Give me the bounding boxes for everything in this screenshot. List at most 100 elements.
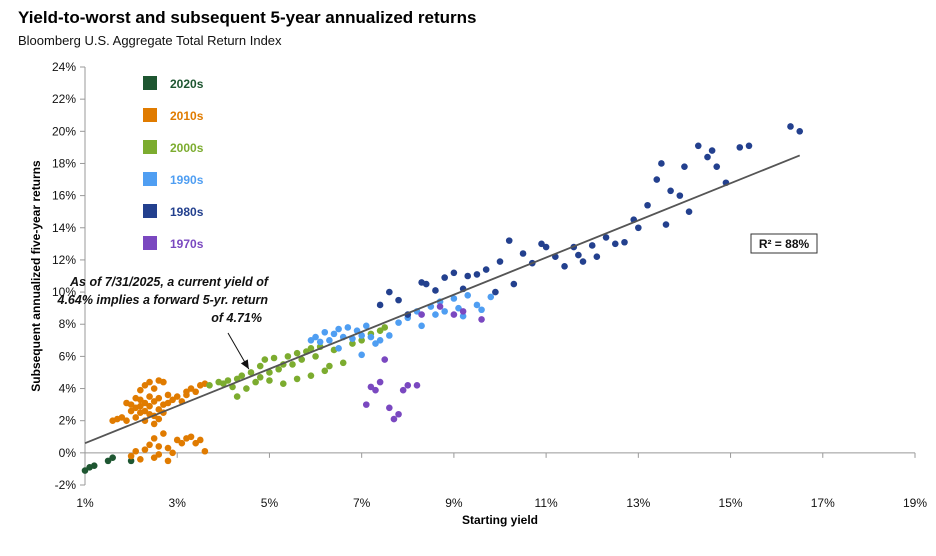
data-point-2010s xyxy=(160,430,167,437)
data-point-2000s xyxy=(307,345,315,352)
data-point-1990s xyxy=(441,308,448,315)
data-point-1980s xyxy=(561,263,568,270)
data-point-1990s xyxy=(418,322,425,330)
data-point-1990s xyxy=(395,319,402,326)
data-point-1980s xyxy=(787,123,794,130)
data-point-2000s xyxy=(381,324,389,331)
data-point-2000s xyxy=(349,340,356,347)
data-point-2000s xyxy=(266,369,273,376)
data-point-1990s xyxy=(372,340,379,347)
data-point-1990s xyxy=(312,333,319,341)
data-point-1980s xyxy=(386,288,393,296)
data-point-2010s xyxy=(164,391,172,399)
trend-line xyxy=(84,154,801,445)
data-point-1990s xyxy=(386,332,393,339)
y-tick-label: 10% xyxy=(52,285,76,299)
data-point-2010s xyxy=(164,399,172,407)
data-point-2010s xyxy=(146,441,153,449)
data-point-2000s xyxy=(252,378,259,386)
data-point-1980s xyxy=(593,253,601,261)
data-point-1990s xyxy=(478,306,485,314)
data-point-2010s xyxy=(141,407,149,415)
y-tick-label: 16% xyxy=(52,189,76,203)
data-point-1980s xyxy=(575,251,582,259)
data-point-1980s xyxy=(676,192,684,199)
data-point-1990s xyxy=(335,325,342,333)
data-point-1980s xyxy=(441,274,448,281)
data-point-1970s xyxy=(478,316,485,323)
data-point-2010s xyxy=(150,385,158,392)
data-point-2010s xyxy=(127,407,135,415)
data-point-2000s xyxy=(243,385,250,392)
annotation-line: 4.64% implies a forward 5-yr. return xyxy=(57,293,269,307)
data-point-1980s xyxy=(662,221,670,228)
data-point-1980s xyxy=(450,269,458,277)
data-point-2000s xyxy=(293,349,301,357)
data-point-1980s xyxy=(542,243,550,251)
data-point-1990s xyxy=(326,337,333,344)
data-point-1970s xyxy=(381,356,389,363)
data-point-2010s xyxy=(192,439,199,447)
chart-title: Yield-to-worst and subsequent 5-year ann… xyxy=(18,8,477,27)
data-point-2010s xyxy=(137,402,144,410)
legend-swatch-2010s xyxy=(143,108,157,122)
y-tick-label: 6% xyxy=(59,349,77,363)
y-tick-label: 12% xyxy=(52,253,76,267)
annotation-line: of 4.71% xyxy=(211,311,262,325)
data-point-2010s xyxy=(137,386,144,394)
data-point-2000s xyxy=(266,377,273,384)
data-point-2010s xyxy=(155,443,163,450)
data-point-1990s xyxy=(464,291,472,299)
data-point-1990s xyxy=(330,330,338,338)
data-point-2010s xyxy=(141,382,149,389)
data-point-1980s xyxy=(653,176,661,183)
legend-swatch-2000s xyxy=(143,140,157,154)
chart-subtitle: Bloomberg U.S. Aggregate Total Return In… xyxy=(18,33,282,48)
x-tick-label: 3% xyxy=(169,496,187,510)
data-point-2000s xyxy=(247,369,255,376)
data-point-1980s xyxy=(496,258,504,265)
data-point-2010s xyxy=(169,396,176,404)
legend-swatch-1970s xyxy=(143,236,157,250)
data-point-1980s xyxy=(704,153,711,161)
data-point-1990s xyxy=(487,293,495,301)
data-point-2000s xyxy=(293,375,301,383)
data-point-2000s xyxy=(261,356,269,363)
data-point-1970s xyxy=(436,303,444,310)
data-point-1980s xyxy=(685,208,693,215)
data-point-2000s xyxy=(307,372,315,379)
data-point-2000s xyxy=(238,372,246,379)
legend-label-1970s: 1970s xyxy=(170,237,204,251)
data-point-2010s xyxy=(150,435,158,442)
data-point-1980s xyxy=(482,266,490,273)
x-tick-label: 13% xyxy=(626,496,650,510)
data-point-1980s xyxy=(422,280,430,288)
data-point-2000s xyxy=(206,382,213,389)
data-point-1980s xyxy=(432,287,439,294)
data-point-1970s xyxy=(459,308,467,315)
legend-label-2000s: 2000s xyxy=(170,141,204,155)
data-point-2010s xyxy=(127,452,135,460)
data-point-2000s xyxy=(298,356,306,363)
x-tick-label: 7% xyxy=(353,496,371,510)
data-point-2010s xyxy=(196,436,204,444)
data-point-2010s xyxy=(173,436,181,444)
data-point-2000s xyxy=(289,361,296,368)
data-point-2010s xyxy=(137,455,144,463)
data-point-2000s xyxy=(233,393,241,400)
data-point-2000s xyxy=(220,380,227,388)
data-point-2010s xyxy=(173,393,181,400)
data-point-1970s xyxy=(418,311,425,318)
data-point-1990s xyxy=(307,337,315,344)
data-point-2000s xyxy=(279,380,287,388)
data-point-2010s xyxy=(123,417,130,424)
data-point-2000s xyxy=(275,365,282,373)
data-point-2000s xyxy=(256,362,264,370)
data-point-1980s xyxy=(713,163,721,170)
data-point-1970s xyxy=(399,386,407,394)
data-point-2020s xyxy=(81,467,89,474)
legend-label-2020s: 2020s xyxy=(170,77,204,91)
data-point-2010s xyxy=(178,439,186,447)
